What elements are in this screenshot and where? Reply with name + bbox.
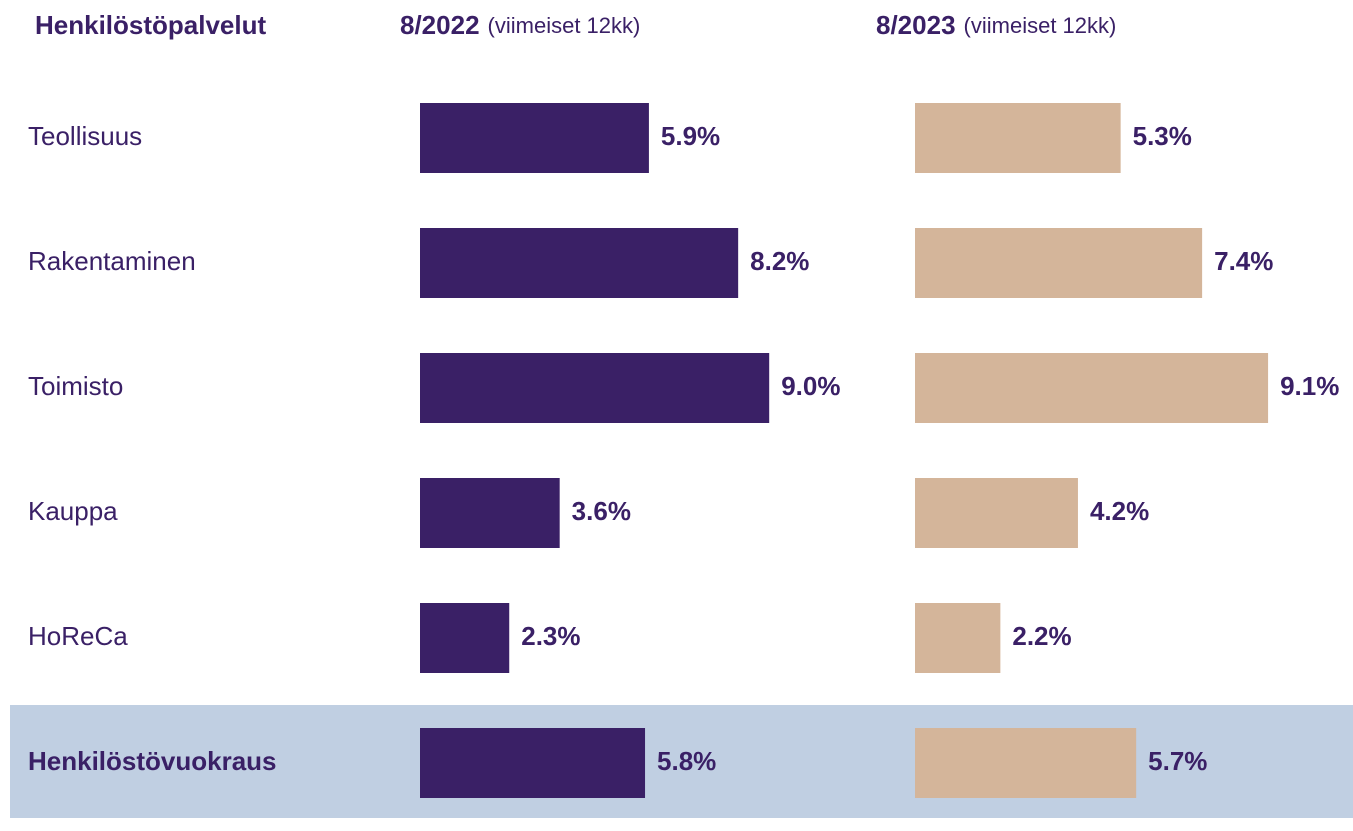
- data-label: 5.9%: [661, 121, 720, 151]
- bar: [420, 478, 560, 548]
- bar: [915, 478, 1078, 548]
- data-label: 5.7%: [1148, 746, 1207, 776]
- series-header: 8/2022 (viimeiset 12kk): [400, 10, 640, 40]
- category-label: Kauppa: [28, 496, 118, 526]
- category-label: Rakentaminen: [28, 246, 196, 276]
- bar: [915, 228, 1203, 298]
- bar: [915, 728, 1137, 798]
- bar: [915, 603, 1001, 673]
- series-header: 8/2023 (viimeiset 12kk): [876, 10, 1116, 40]
- chart-title: Henkilöstöpalvelut: [35, 10, 266, 40]
- category-label: HoReCa: [28, 621, 128, 651]
- bar: [420, 603, 510, 673]
- data-label: 5.8%: [657, 746, 716, 776]
- data-label: 3.6%: [572, 496, 631, 526]
- bar: [420, 728, 646, 798]
- bar: [915, 353, 1269, 423]
- bar: [915, 103, 1121, 173]
- category-label: Teollisuus: [28, 121, 142, 151]
- series-name: 8/2023: [876, 10, 956, 40]
- category-label: Toimisto: [28, 371, 123, 401]
- data-label: 5.3%: [1133, 121, 1192, 151]
- series-name: 8/2022: [400, 10, 480, 40]
- data-label: 2.2%: [1012, 621, 1071, 651]
- series-subtitle: (viimeiset 12kk): [488, 13, 641, 38]
- category-label: Henkilöstövuokraus: [28, 746, 277, 776]
- bar: [420, 228, 739, 298]
- data-label: 2.3%: [521, 621, 580, 651]
- data-label: 7.4%: [1214, 246, 1273, 276]
- data-label: 9.0%: [781, 371, 840, 401]
- data-label: 8.2%: [750, 246, 809, 276]
- bar: [420, 103, 649, 173]
- series-subtitle: (viimeiset 12kk): [964, 13, 1117, 38]
- bar: [420, 353, 770, 423]
- data-label: 4.2%: [1090, 496, 1149, 526]
- data-label: 9.1%: [1280, 371, 1339, 401]
